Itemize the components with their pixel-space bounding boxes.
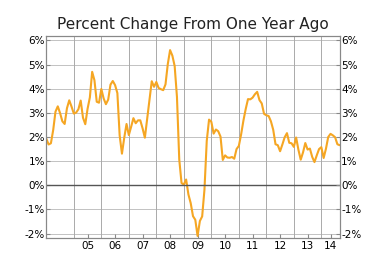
Title: Percent Change From One Year Ago: Percent Change From One Year Ago xyxy=(57,17,329,32)
